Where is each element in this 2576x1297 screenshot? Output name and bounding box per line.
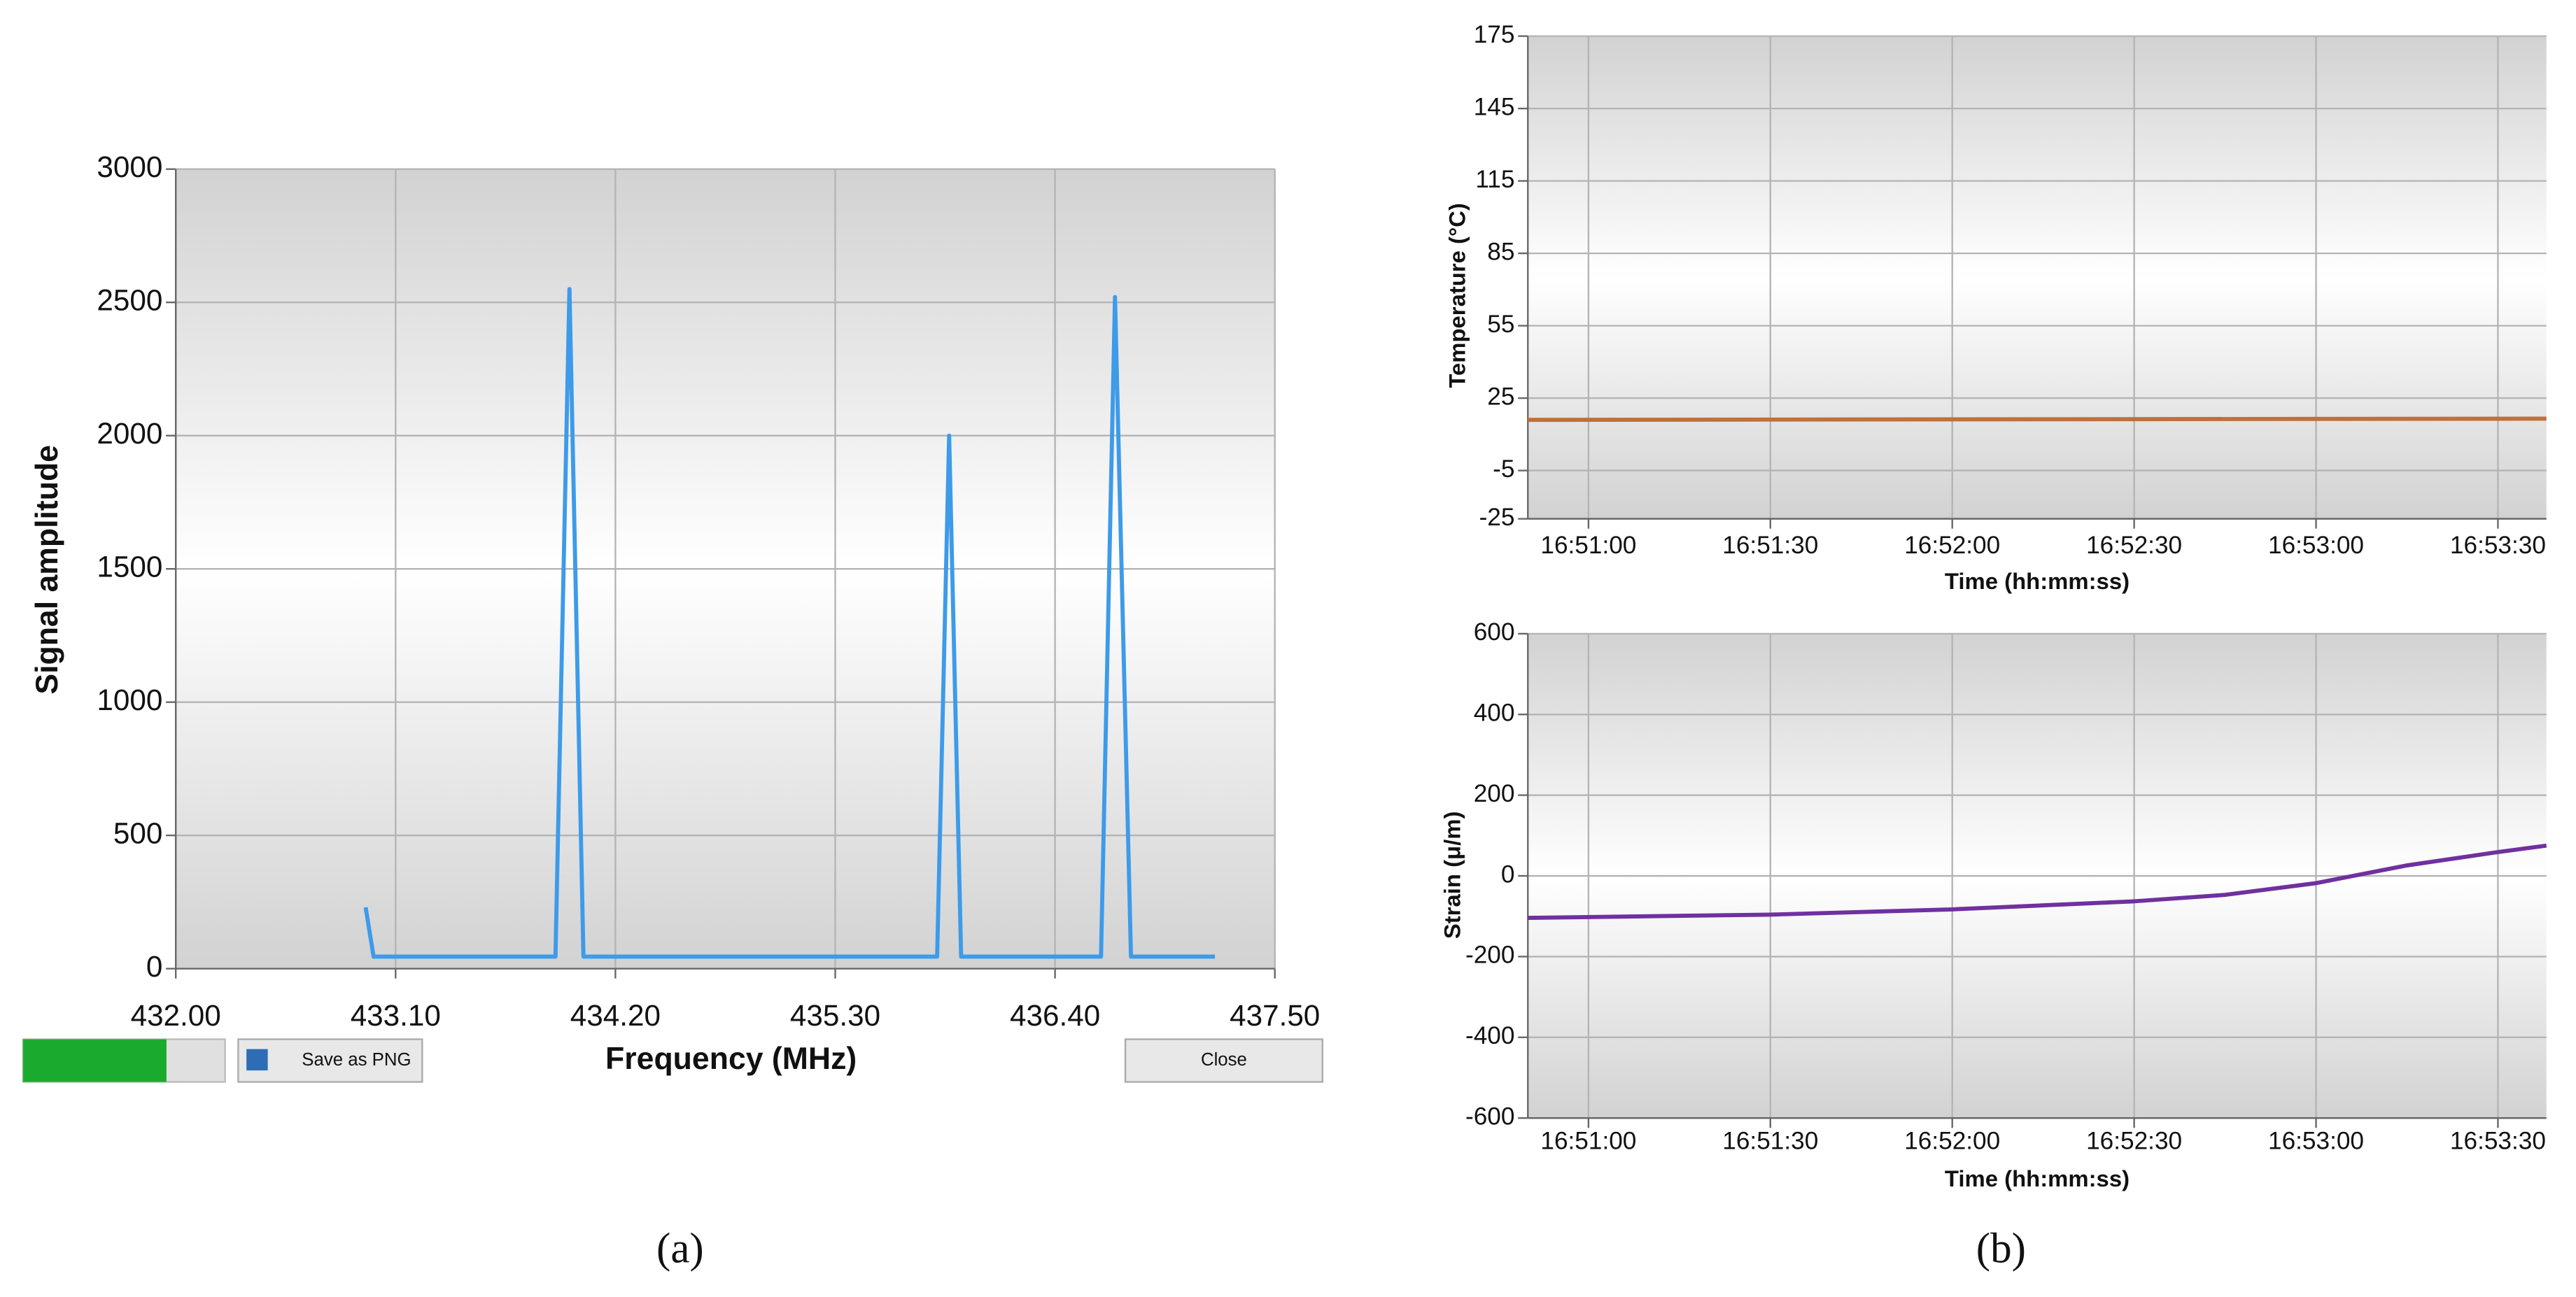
caption: (a) bbox=[656, 1226, 704, 1273]
x-tick-label: 434.20 bbox=[570, 999, 661, 1032]
y-tick-label: 0 bbox=[1501, 860, 1515, 888]
close-button[interactable] bbox=[1124, 1038, 1323, 1083]
x-tick-label: 16:53:00 bbox=[2268, 532, 2364, 559]
y-tick-label: -400 bbox=[1465, 1022, 1514, 1049]
y-tick-label: 85 bbox=[1487, 238, 1514, 265]
toolbar: Save as PNG Close bbox=[22, 1038, 1323, 1083]
plot-area bbox=[1528, 36, 2547, 519]
y-tick-label: 2500 bbox=[97, 283, 162, 316]
x-tick-label: 16:51:30 bbox=[1722, 1128, 1818, 1155]
y-tick-label: 2000 bbox=[97, 417, 162, 450]
y-axis-title: Strain (μ/m) bbox=[1439, 811, 1465, 940]
x-axis-title: Time (hh:mm:ss) bbox=[1945, 568, 2130, 594]
y-tick-label: -200 bbox=[1465, 942, 1514, 969]
data-line bbox=[1528, 843, 2547, 920]
x-tick-label: 436.40 bbox=[1010, 999, 1100, 1032]
x-tick-label: 16:52:00 bbox=[1904, 1128, 2000, 1155]
y-tick-label: 115 bbox=[1475, 166, 1514, 193]
y-axis-title: Temperature (°C) bbox=[1444, 203, 1470, 388]
y-tick-label: 145 bbox=[1474, 93, 1515, 120]
x-tick-label: 16:51:30 bbox=[1722, 532, 1818, 559]
x-tick-label: 16:51:00 bbox=[1540, 1128, 1636, 1155]
x-tick-label: 437.50 bbox=[1230, 999, 1320, 1032]
y-tick-label: -600 bbox=[1465, 1103, 1514, 1130]
data-line bbox=[363, 287, 1216, 959]
x-tick-label: 16:51:00 bbox=[1540, 532, 1636, 559]
close-button-label[interactable]: Close bbox=[1201, 1050, 1247, 1070]
y-tick-label: 55 bbox=[1487, 311, 1514, 338]
y-tick-label: 0 bbox=[146, 950, 163, 983]
save-icon bbox=[246, 1049, 268, 1071]
x-tick-label: 432.00 bbox=[131, 999, 221, 1032]
y-tick-label: 1000 bbox=[97, 683, 162, 716]
x-tick-label: 16:52:00 bbox=[1904, 532, 2000, 559]
x-tick-label: 16:53:30 bbox=[2450, 532, 2546, 559]
caption: (b) bbox=[1976, 1226, 2026, 1273]
y-tick-label: 3000 bbox=[97, 150, 162, 183]
y-tick-label: 25 bbox=[1487, 383, 1514, 410]
save-button[interactable] bbox=[237, 1038, 423, 1083]
x-tick-label: 435.30 bbox=[790, 999, 880, 1032]
y-tick-label: 175 bbox=[1474, 21, 1515, 48]
x-tick-label: 433.10 bbox=[351, 999, 441, 1032]
save-button-label[interactable]: Save as PNG bbox=[302, 1050, 411, 1070]
y-axis-title: Signal amplitude bbox=[30, 445, 64, 695]
y-tick-label: 400 bbox=[1474, 700, 1515, 727]
progress-fill bbox=[22, 1039, 167, 1082]
y-tick-label: -5 bbox=[1493, 455, 1514, 483]
x-tick-label: 16:52:30 bbox=[2086, 1128, 2182, 1155]
y-tick-label: 200 bbox=[1474, 780, 1515, 807]
x-tick-label: 16:52:30 bbox=[2086, 532, 2182, 559]
y-tick-label: 600 bbox=[1474, 618, 1515, 646]
y-tick-label: -25 bbox=[1479, 504, 1515, 531]
x-tick-label: 16:53:00 bbox=[2268, 1128, 2364, 1155]
data-line bbox=[1528, 416, 2547, 423]
y-tick-label: 1500 bbox=[97, 550, 162, 583]
x-tick-label: 16:53:30 bbox=[2450, 1128, 2546, 1155]
x-axis-title: Frequency (MHz) bbox=[605, 1042, 857, 1076]
x-axis-title: Time (hh:mm:ss) bbox=[1945, 1165, 2130, 1191]
y-tick-label: 500 bbox=[113, 816, 162, 849]
